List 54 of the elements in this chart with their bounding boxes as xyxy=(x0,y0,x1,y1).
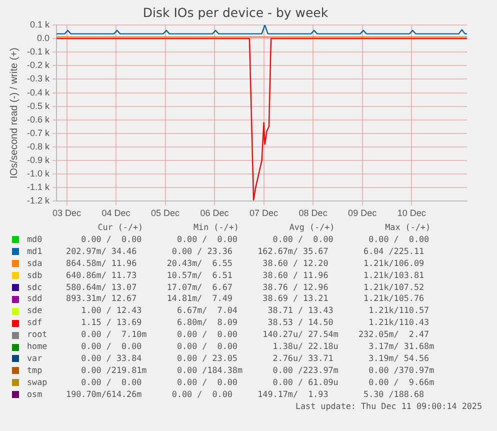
x-tick-label: 06 Dec xyxy=(200,208,230,218)
legend-label: md1 xyxy=(27,246,44,258)
text: Cur (-/+) Min (-/+) Avg (-/+) Max (-/+) xyxy=(96,222,432,234)
y-tick-label: -0.8 k xyxy=(26,141,50,152)
y-tick-label: -0.7 k xyxy=(26,128,50,138)
x-tick-label: 10 Dec xyxy=(397,208,426,218)
legend-label: osm xyxy=(27,388,44,401)
y-axis-title: IOs/second read (-) / write (+) xyxy=(8,48,20,179)
legend-label: sdd xyxy=(27,293,44,306)
legend-label: root xyxy=(27,329,48,342)
y-tick-label: -1.2 k xyxy=(26,196,50,206)
text: 0.00 / 33.84 0.00 / 23.05 2.76u/ 33.71 3.19m/ 54.56 xyxy=(80,352,430,365)
text: 190.70m/614.26m 0.00 / 0.00 149.17m/ 1.93 5.30 /188.68 xyxy=(65,388,424,401)
text: 0.00 / 7.10m 0.00 / 0.00 140.27u/ 27.54m 232.05m/ 2.47 xyxy=(80,329,430,342)
legend-label: sdb xyxy=(27,270,44,282)
y-tick-label: -0.5 k xyxy=(26,100,50,111)
text: 0.00 / 0.00 0.00 / 0.00 0.00 / 61.09u 0.00 / 9.66m xyxy=(80,376,434,389)
x-tick-label: 07 Dec xyxy=(250,208,279,218)
text: 640.86m/ 11.73 10.57m/ 6.51 38.60 / 11.96 1.21k/103.81 xyxy=(65,270,424,282)
text: 1.00 / 12.43 6.67m/ 7.04 38.71 / 13.43 1.21k/110.57 xyxy=(80,305,430,318)
legend-label: sda xyxy=(27,258,44,270)
x-tick-label: 04 Dec xyxy=(102,208,131,218)
y-tick-label: -0.1 k xyxy=(26,46,50,57)
chart-title: Disk IOs per device - by week xyxy=(142,4,329,20)
y-tick-label: -0.2 k xyxy=(26,60,50,70)
y-tick-label: 0.1 k xyxy=(30,19,50,30)
y-tick-label: -0.4 k xyxy=(26,87,50,98)
text: 893.31m/ 12.67 14.81m/ 7.49 38.69 / 13.21 1.21k/105.76 xyxy=(65,293,424,306)
legend-label: sde xyxy=(27,305,44,318)
x-tick-label: 09 Dec xyxy=(348,208,378,218)
legend-label: sdc xyxy=(27,282,44,294)
text: 580.64m/ 13.07 17.07m/ 6.67 38.76 / 12.96 1.21k/107.52 xyxy=(65,282,424,294)
y-tick-label: -0.6 k xyxy=(26,114,50,124)
text: 864.58m/ 11.96 20.43m/ 6.55 38.60 / 12.20 1.21k/106.09 xyxy=(65,258,424,270)
legend-label: var xyxy=(27,352,44,365)
text: Last update: Thu Dec 11 09:00:14 2025 xyxy=(294,400,482,412)
y-tick-label: -0.3 k xyxy=(26,74,50,84)
y-tick-label: 0.0 xyxy=(36,33,50,44)
text: 1.15 / 13.69 6.80m/ 8.09 38.53 / 14.50 1.21k/110.43 xyxy=(80,317,430,330)
legend-label: md0 xyxy=(27,234,44,246)
y-tick-label: -1.1 k xyxy=(26,182,50,192)
x-tick-label: 05 Dec xyxy=(151,208,180,218)
legend-label: home xyxy=(27,341,48,353)
text: 202.97m/ 34.46 0.00 / 23.36 162.67m/ 35.67 6.04 /225.11 xyxy=(65,246,424,258)
x-tick-label: 08 Dec xyxy=(298,208,328,218)
text: 0.00 / 0.00 0.00 / 0.00 1.38u/ 22.18u 3.17m/ 31.68m xyxy=(80,341,434,353)
x-tick-label: 03 Dec xyxy=(52,208,82,218)
legend-label: swap xyxy=(27,376,48,389)
y-tick-label: -0.9 k xyxy=(26,155,50,166)
text: 0.00 /219.81m 0.00 /184.38m 0.00 /223.97m 0.00 /370.97m xyxy=(80,364,434,377)
y-tick-label: -1.0 k xyxy=(26,168,50,179)
legend-label: tmp xyxy=(27,364,44,377)
text: 0.00 / 0.00 0.00 / 0.00 0.00 / 0.00 0.00 / 0.00 xyxy=(80,234,430,246)
legend-label: sdf xyxy=(27,317,44,330)
